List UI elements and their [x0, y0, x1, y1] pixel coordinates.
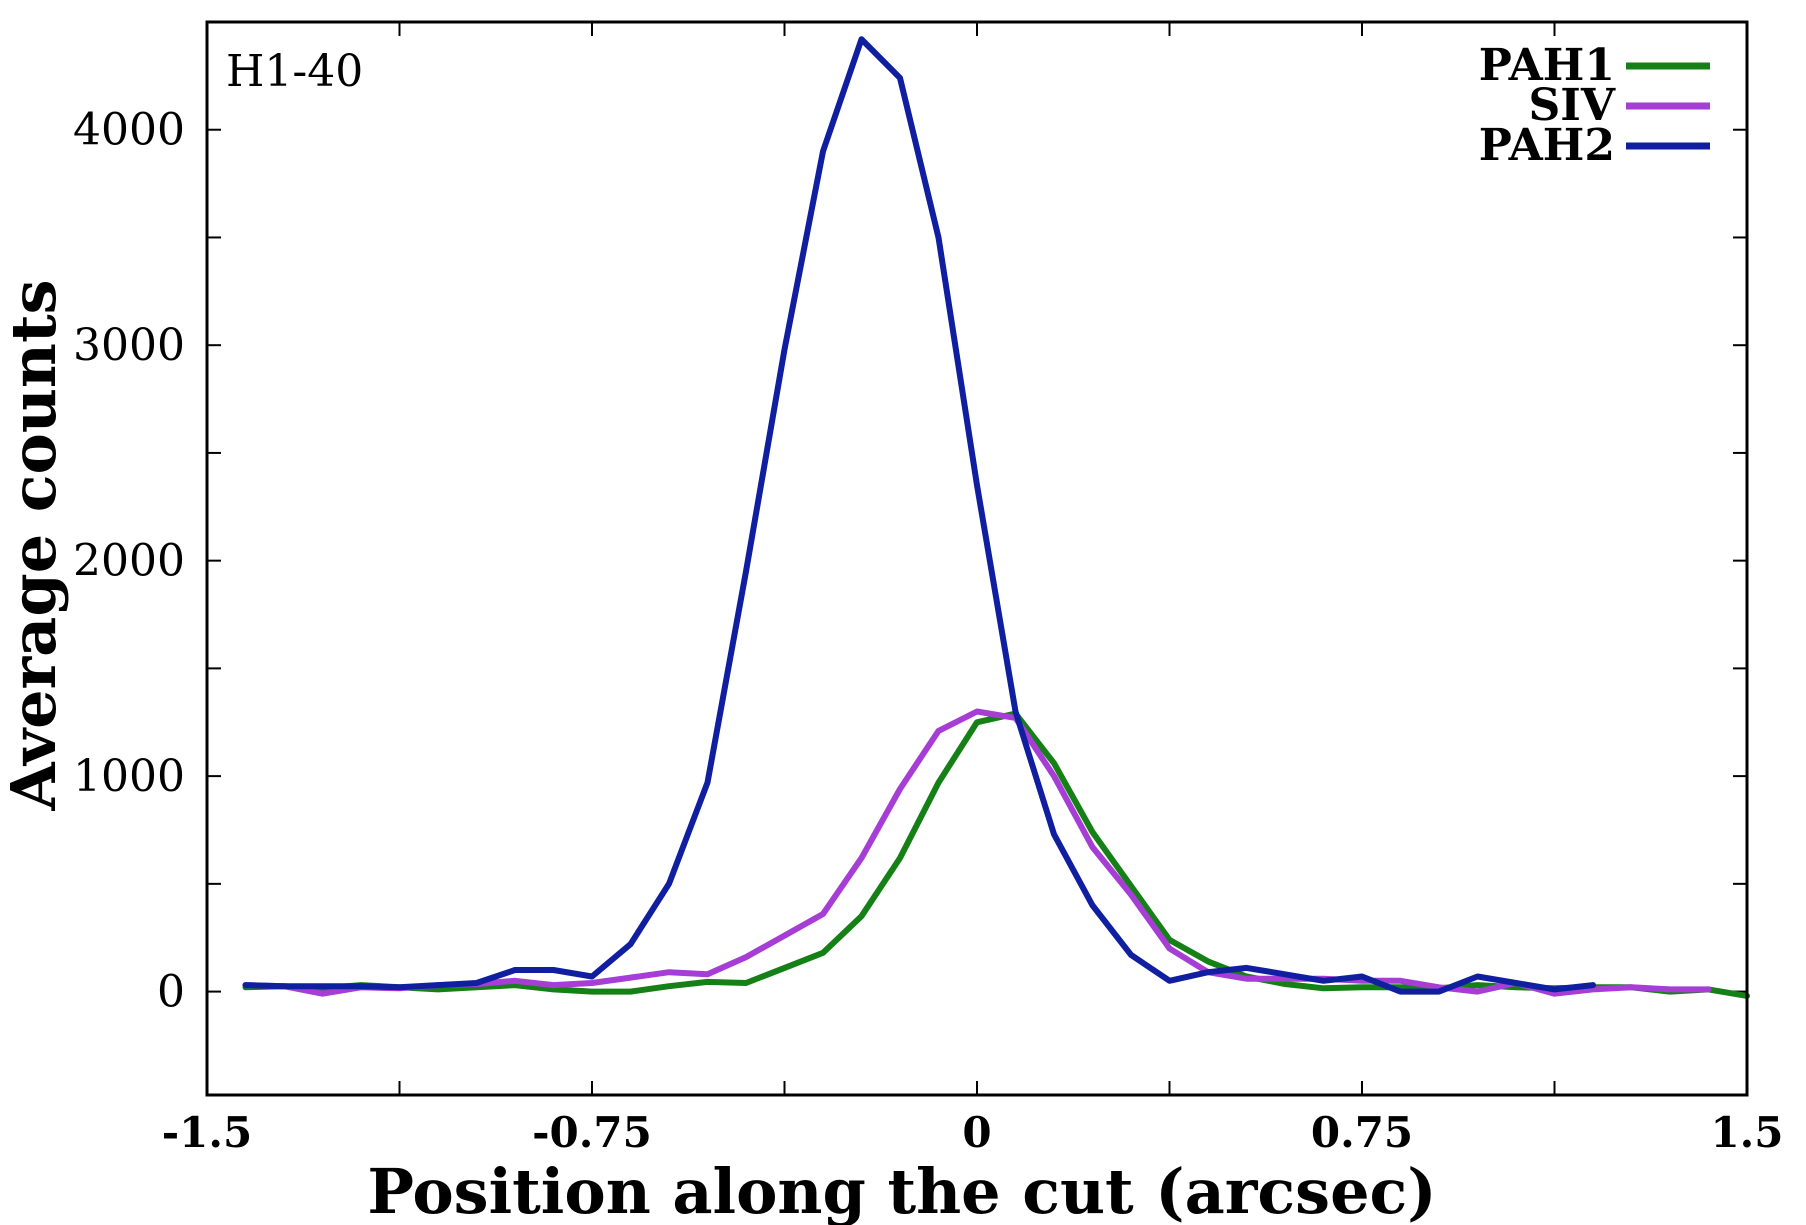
labels-layer: 0 1000 2000 3000 4000 -1.5 -0.75 0 0.75 1.5 — [73, 105, 1784, 1157]
x-tick-label: 0.75 — [1311, 1108, 1413, 1157]
series-layer — [242, 36, 1750, 999]
chart-annotation: H1-40 — [226, 46, 363, 97]
x-axis-title: Position along the cut (arcsec) — [367, 1155, 1436, 1225]
y-tick-label: 4000 — [73, 105, 185, 156]
x-tick-label: 1.5 — [1710, 1108, 1783, 1157]
legend-label-siv: SIV — [1529, 80, 1616, 131]
x-tick-label: -0.75 — [532, 1108, 652, 1157]
x-tick-label: 0 — [962, 1108, 991, 1157]
series-line-siv — [242, 708, 1712, 997]
plot-frame — [205, 20, 1749, 1097]
y-tick-label: 0 — [157, 967, 185, 1018]
y-tick-label: 1000 — [73, 751, 185, 802]
legend-label-pah1: PAH1 — [1479, 40, 1615, 91]
y-tick-label: 3000 — [73, 320, 185, 371]
y-axis-title: Average counts — [0, 279, 70, 811]
x-tick-label: -1.5 — [162, 1108, 253, 1157]
y-tick-label: 2000 — [73, 536, 185, 587]
ticks-layer — [206, 22, 1748, 1095]
series-line-pah2 — [242, 36, 1596, 995]
legend-label-pah2: PAH2 — [1479, 120, 1615, 171]
